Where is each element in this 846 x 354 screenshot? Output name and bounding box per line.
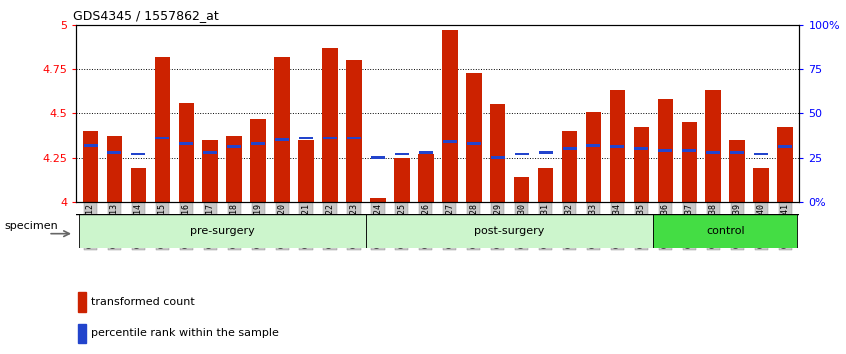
Bar — [657, 99, 673, 202]
Text: control: control — [706, 226, 744, 236]
Bar — [682, 122, 697, 202]
Bar — [442, 140, 457, 143]
Bar — [777, 127, 793, 202]
Bar — [729, 140, 745, 202]
Bar — [323, 137, 337, 139]
Bar — [706, 90, 721, 202]
Bar — [395, 153, 409, 155]
Bar — [371, 156, 385, 159]
Bar — [706, 151, 720, 154]
Bar — [322, 48, 338, 202]
Text: transformed count: transformed count — [91, 297, 195, 307]
Bar — [394, 158, 409, 202]
Bar — [275, 138, 289, 141]
Text: GDS4345 / 1557862_at: GDS4345 / 1557862_at — [73, 9, 218, 22]
Bar — [586, 144, 601, 147]
Bar — [682, 149, 696, 152]
Bar — [251, 142, 265, 145]
Text: specimen: specimen — [4, 221, 58, 231]
Bar — [84, 144, 97, 147]
Bar — [658, 149, 673, 152]
Bar — [514, 153, 529, 155]
Bar — [203, 151, 217, 154]
Bar — [634, 147, 648, 150]
Text: post-surgery: post-surgery — [475, 226, 545, 236]
Bar — [442, 30, 458, 202]
Bar — [754, 153, 768, 155]
Bar — [419, 151, 433, 154]
Bar — [250, 119, 266, 202]
Bar — [155, 57, 170, 202]
Bar — [107, 136, 122, 202]
Bar — [611, 145, 624, 148]
Bar — [730, 151, 744, 154]
Bar — [107, 151, 122, 154]
Bar — [131, 153, 146, 155]
Bar — [371, 198, 386, 202]
Bar — [467, 142, 481, 145]
Bar — [78, 292, 86, 312]
Bar — [299, 140, 314, 202]
Text: pre-surgery: pre-surgery — [190, 226, 255, 236]
Bar — [346, 60, 362, 202]
Bar — [563, 147, 576, 150]
Bar — [418, 154, 434, 202]
Bar — [634, 127, 649, 202]
Bar — [83, 131, 98, 202]
Bar — [466, 73, 481, 202]
Bar — [156, 137, 169, 139]
Bar — [538, 168, 553, 202]
Bar — [179, 103, 194, 202]
Bar — [227, 136, 242, 202]
Bar — [78, 324, 86, 343]
Bar — [585, 112, 602, 202]
Bar — [274, 57, 290, 202]
Bar — [754, 168, 769, 202]
Bar — [610, 90, 625, 202]
Bar — [130, 168, 146, 202]
Bar — [653, 214, 797, 248]
Text: percentile rank within the sample: percentile rank within the sample — [91, 329, 278, 338]
Bar — [562, 131, 577, 202]
Bar — [491, 156, 505, 159]
Bar — [228, 145, 241, 148]
Bar — [778, 145, 792, 148]
Bar — [179, 142, 194, 145]
Bar — [79, 214, 366, 248]
Bar — [202, 140, 218, 202]
Bar — [366, 214, 653, 248]
Bar — [514, 177, 530, 202]
Bar — [347, 137, 361, 139]
Bar — [299, 137, 313, 139]
Bar — [539, 151, 552, 154]
Bar — [490, 104, 505, 202]
